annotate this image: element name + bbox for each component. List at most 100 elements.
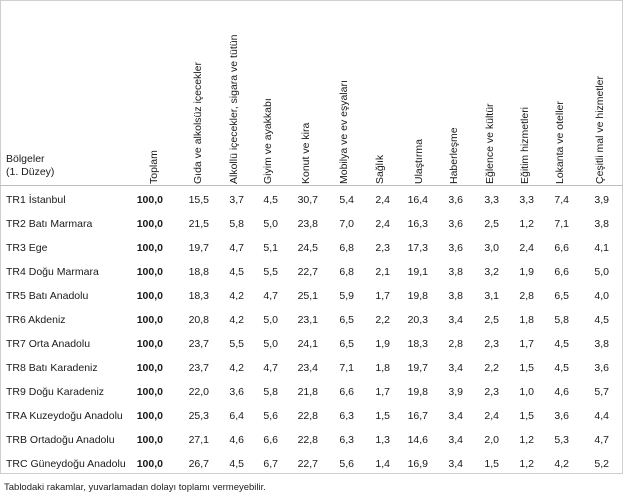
value-cell: 3,4 [448, 362, 463, 374]
value-cell: 5,3 [554, 434, 569, 446]
total-cell: 100,0 [136, 362, 163, 374]
value-cell: 4,5 [229, 458, 244, 470]
column-header-3: Giyim ve ayakkabı [262, 98, 274, 184]
table-row: TR7 Orta Anadolu 100,0 23,7 5,5 5,0 24,1 6,5 1,… [0, 332, 623, 356]
table-row: TR8 Batı Karadeniz 100,0 23,7 4,2 4,7 23,4 7,1… [0, 356, 623, 380]
value-cell: 4,5 [554, 362, 569, 374]
value-cell: 2,3 [484, 386, 499, 398]
value-cell: 5,0 [263, 218, 278, 230]
region-name: TR3 Ege [6, 242, 48, 254]
value-cell: 3,4 [448, 410, 463, 422]
value-cell: 2,0 [484, 434, 499, 446]
value-cell: 2,2 [484, 362, 499, 374]
table-row: TR1 İstanbul 100,0 15,5 3,7 4,5 30,7 5,4 2,4 16,… [0, 188, 623, 212]
column-header-12: Çeşitli mal ve hizmetler [594, 76, 606, 184]
value-cell: 20,3 [407, 314, 428, 326]
value-cell: 2,4 [375, 218, 390, 230]
value-cell: 5,2 [594, 458, 609, 470]
value-cell: 4,7 [594, 434, 609, 446]
value-cell: 4,5 [263, 194, 278, 206]
value-cell: 5,0 [594, 266, 609, 278]
value-cell: 1,5 [484, 458, 499, 470]
value-cell: 2,3 [375, 242, 390, 254]
value-cell: 4,0 [594, 290, 609, 302]
value-cell: 7,1 [339, 362, 354, 374]
value-cell: 2,4 [484, 410, 499, 422]
value-cell: 23,4 [297, 362, 318, 374]
value-cell: 2,1 [375, 266, 390, 278]
region-header-line1: Bölgeler [6, 153, 45, 165]
value-cell: 1,2 [519, 458, 534, 470]
value-cell: 5,6 [263, 410, 278, 422]
value-cell: 4,2 [554, 458, 569, 470]
value-cell: 25,3 [188, 410, 209, 422]
region-name: TRC Güneydoğu Anadolu [6, 458, 126, 470]
value-cell: 1,5 [375, 410, 390, 422]
value-cell: 4,7 [229, 242, 244, 254]
value-cell: 22,0 [188, 386, 209, 398]
table-row: TR2 Batı Marmara 100,0 21,5 5,8 5,0 23,8 7,0 2,… [0, 212, 623, 236]
value-cell: 5,7 [594, 386, 609, 398]
value-cell: 6,5 [339, 314, 354, 326]
value-cell: 22,8 [297, 434, 318, 446]
value-cell: 22,7 [297, 458, 318, 470]
value-cell: 1,7 [375, 386, 390, 398]
value-cell: 16,9 [407, 458, 428, 470]
column-header-6: Sağlık [374, 154, 386, 184]
value-cell: 2,5 [484, 314, 499, 326]
value-cell: 3,3 [519, 194, 534, 206]
value-cell: 1,3 [375, 434, 390, 446]
total-cell: 100,0 [136, 338, 163, 350]
region-name: TR8 Batı Karadeniz [6, 362, 98, 374]
value-cell: 3,7 [229, 194, 244, 206]
value-cell: 5,4 [339, 194, 354, 206]
table-row: TRC Güneydoğu Anadolu 100,0 26,7 4,5 6,7 22,7… [0, 452, 623, 476]
value-cell: 3,6 [229, 386, 244, 398]
value-cell: 6,5 [339, 338, 354, 350]
value-cell: 24,5 [297, 242, 318, 254]
column-header-9: Eğlence ve kültür [484, 103, 496, 184]
value-cell: 23,8 [297, 218, 318, 230]
value-cell: 15,5 [188, 194, 209, 206]
value-cell: 21,8 [297, 386, 318, 398]
table-frame [0, 0, 623, 474]
region-name: TR6 Akdeniz [6, 314, 66, 326]
total-cell: 100,0 [136, 218, 163, 230]
column-header-0: Toplam [148, 150, 160, 184]
value-cell: 5,5 [263, 266, 278, 278]
value-cell: 20,8 [188, 314, 209, 326]
value-cell: 19,7 [407, 362, 428, 374]
value-cell: 4,2 [229, 290, 244, 302]
value-cell: 1,0 [519, 386, 534, 398]
value-cell: 6,3 [339, 410, 354, 422]
value-cell: 3,8 [594, 338, 609, 350]
column-header-4: Konut ve kira [300, 122, 312, 184]
value-cell: 4,1 [594, 242, 609, 254]
value-cell: 3,3 [484, 194, 499, 206]
value-cell: 4,2 [229, 362, 244, 374]
value-cell: 25,1 [297, 290, 318, 302]
value-cell: 3,6 [448, 194, 463, 206]
value-cell: 14,6 [407, 434, 428, 446]
value-cell: 6,7 [263, 458, 278, 470]
total-cell: 100,0 [136, 410, 163, 422]
value-cell: 4,4 [594, 410, 609, 422]
column-header-2: Alkollü içecekler, sigara ve tütün [228, 34, 240, 184]
value-cell: 18,8 [188, 266, 209, 278]
value-cell: 1,5 [519, 362, 534, 374]
table-row: TR3 Ege 100,0 19,7 4,7 5,1 24,5 6,8 2,3 17,3 3,6 3… [0, 236, 623, 260]
value-cell: 21,5 [188, 218, 209, 230]
region-name: TRA Kuzeydoğu Anadolu [6, 410, 123, 422]
value-cell: 7,0 [339, 218, 354, 230]
total-cell: 100,0 [136, 386, 163, 398]
region-name: TR9 Doğu Karadeniz [6, 386, 105, 398]
value-cell: 1,5 [519, 410, 534, 422]
value-cell: 5,5 [229, 338, 244, 350]
value-cell: 6,6 [263, 434, 278, 446]
value-cell: 1,2 [519, 434, 534, 446]
value-cell: 30,7 [297, 194, 318, 206]
value-cell: 4,7 [263, 362, 278, 374]
column-header-8: Haberleşme [448, 127, 460, 184]
value-cell: 5,0 [263, 314, 278, 326]
value-cell: 27,1 [188, 434, 209, 446]
